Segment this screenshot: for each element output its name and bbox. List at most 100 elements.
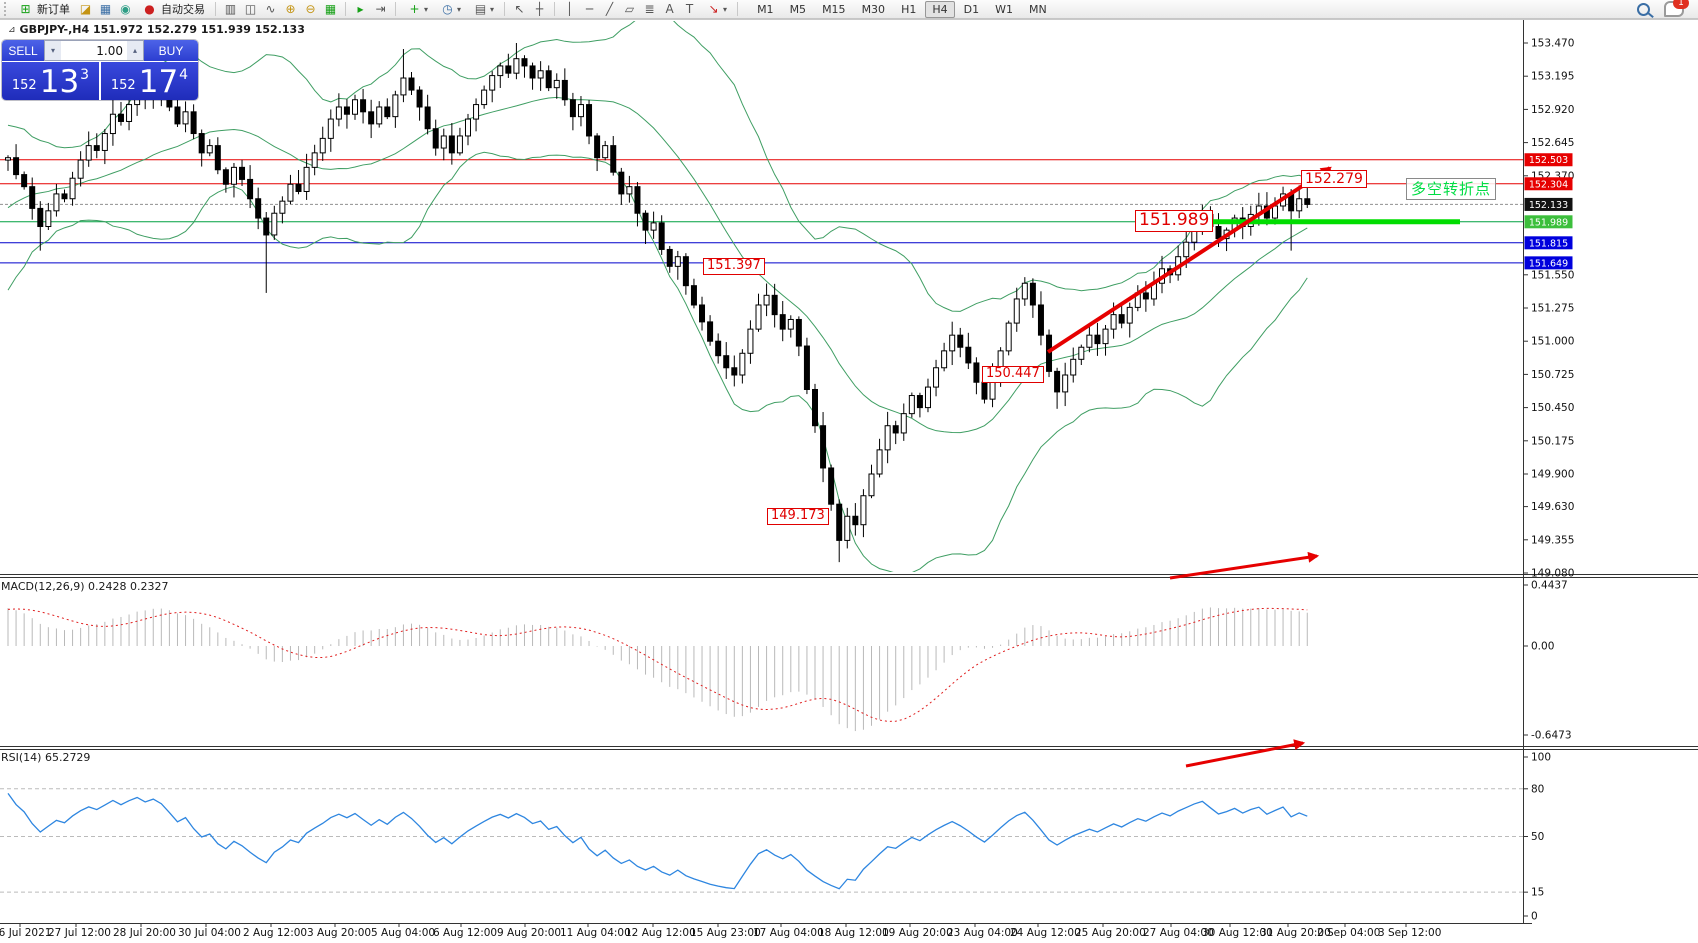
svg-text:30 Jul 04:00: 30 Jul 04:00 [178,927,241,939]
arrows-tool-button[interactable]: ↘ ▾ [701,1,731,17]
separator [395,2,396,16]
chart-shift-icon[interactable]: ⇥ [375,1,386,16]
timeframe-button-w1[interactable]: W1 [995,2,1013,16]
svg-text:100: 100 [1531,752,1551,764]
zoom-out-icon[interactable]: ⊖ [305,1,316,16]
buy-price-display[interactable]: 152 17 4 [101,62,198,100]
new-order-label: 新订单 [37,3,70,16]
macd-pane-label: MACD(12,26,9) 0.2428 0.2327 [1,580,169,593]
price-annotation-151989[interactable]: 151.989 [1135,210,1214,232]
bar-chart-icon[interactable]: ▥ [224,1,237,16]
timeframe-button-mn[interactable]: MN [1028,2,1047,16]
volume-input[interactable] [61,41,127,60]
timeframe-button-h1[interactable]: H1 [901,2,917,16]
separator [737,2,739,16]
crosshair-icon[interactable]: ┼ [535,1,544,16]
buy-button[interactable]: BUY [144,40,198,61]
timeframe-button-m1[interactable]: M1 [757,2,774,16]
svg-text:151.000: 151.000 [1531,336,1574,348]
rsi-pane-label: RSI(14) 65.2729 [1,751,91,764]
sell-price-main: 13 [39,64,80,100]
price-annotation-149173[interactable]: 149.173 [767,508,829,525]
templates-button[interactable]: ▤ ▾ [468,1,498,17]
toolbar: ⊞ 新订单 ◪ ▦ ◉ ● 自动交易 ▥ ◫ ∿ ⊕ ⊖ ▦ ▸ ⇥ + ▾ ◷… [0,0,1698,19]
horizontal-line-tool-icon[interactable]: ─ [585,1,594,16]
sell-price-prefix: 152 [11,78,37,93]
symbol-icon: ⊿ [8,24,16,35]
volume-increase-button[interactable]: ▴ [127,41,143,60]
timeframe-button-m5[interactable]: M5 [789,2,807,16]
channel-tool-icon[interactable]: ▱ [624,1,635,16]
timeframe-button-h4[interactable]: H4 [925,0,955,18]
dropdown-arrow-icon: ▾ [424,4,429,14]
candlestick-chart-icon[interactable]: ◫ [244,1,257,16]
svg-text:152.304: 152.304 [1529,179,1568,190]
turning-point-annotation[interactable]: 多空转折点 [1406,178,1497,200]
svg-text:149.355: 149.355 [1531,534,1574,546]
svg-text:9 Aug 20:00: 9 Aug 20:00 [497,927,561,939]
tile-windows-icon[interactable]: ▦ [324,1,337,16]
svg-text:6 Aug 12:00: 6 Aug 12:00 [433,927,497,939]
price-annotation-150447[interactable]: 150.447 [982,366,1044,383]
new-chart-icon[interactable]: ▦ [99,1,112,16]
eraser-icon[interactable]: ◪ [79,1,92,16]
timeframe-button-m30[interactable]: M30 [861,2,886,16]
signals-icon[interactable]: ◉ [120,1,131,16]
svg-text:11 Aug 04:00: 11 Aug 04:00 [560,927,631,939]
svg-text:25 Aug 20:00: 25 Aug 20:00 [1075,927,1146,939]
cursor-icon[interactable]: ↖ [514,1,525,16]
search-icon[interactable] [1637,2,1650,16]
volume-stepper: ▾ ▴ [44,40,144,61]
vertical-line-tool-icon[interactable]: │ [565,1,574,16]
svg-text:19 Aug 20:00: 19 Aug 20:00 [882,927,953,939]
svg-text:3 Sep 12:00: 3 Sep 12:00 [1378,927,1441,939]
trend-arrow [1046,166,1332,354]
chat-icon[interactable]: 1 [1664,0,1689,17]
new-order-button[interactable]: ⊞ 新订单 [13,1,74,17]
trendline-tool-icon[interactable]: ╱ [605,1,614,16]
timeframe-button-d1[interactable]: D1 [963,2,980,16]
timeframe-button-m15[interactable]: M15 [822,2,846,16]
line-chart-icon[interactable]: ∿ [265,1,276,16]
indicators-button[interactable]: + ▾ [402,1,432,17]
volume-decrease-button[interactable]: ▾ [45,41,61,60]
sell-price-display[interactable]: 152 13 3 [2,62,99,100]
svg-text:15 Aug 23:00: 15 Aug 23:00 [690,927,761,939]
candlesticks [5,43,1311,563]
fibonacci-tool-icon[interactable]: ≣ [644,1,655,16]
bollinger-bands [7,21,1308,572]
auto-trading-button[interactable]: ● 自动交易 [137,1,209,17]
text-tool-icon[interactable]: A [665,1,674,16]
price-annotation-151397[interactable]: 151.397 [703,258,765,275]
svg-text:5 Aug 04:00: 5 Aug 04:00 [371,927,435,939]
price-axis: 153.470153.195152.920152.645152.370151.5… [1523,38,1574,923]
symbol-title: ⊿ GBPJPY-,H4 151.972 152.279 151.939 152… [8,23,305,36]
price-annotation-152279[interactable]: 152.279 [1301,170,1367,189]
separator [554,2,556,16]
trade-panel-price-row: 152 13 3 152 17 4 [2,62,198,100]
auto-trading-label: 自动交易 [161,3,205,16]
indicators-icon: + [409,1,420,16]
toolbar-grip[interactable] [4,2,10,16]
sell-button[interactable]: SELL [2,40,44,61]
periods-button[interactable]: ◷ ▾ [435,1,465,17]
svg-text:153.470: 153.470 [1531,38,1574,50]
svg-text:2 Sep 04:00: 2 Sep 04:00 [1317,927,1380,939]
separator [504,2,506,16]
svg-text:3 Aug 20:00: 3 Aug 20:00 [307,927,371,939]
svg-text:28 Jul 20:00: 28 Jul 20:00 [113,927,176,939]
text-label-tool-icon[interactable]: T [685,1,694,16]
svg-text:149.080: 149.080 [1531,568,1574,580]
svg-text:17 Aug 04:00: 17 Aug 04:00 [753,927,824,939]
separator [345,2,346,16]
zoom-in-icon[interactable]: ⊕ [285,1,296,16]
svg-text:27 Jul 12:00: 27 Jul 12:00 [48,927,111,939]
dropdown-arrow-icon: ▾ [490,4,495,14]
auto-scroll-icon[interactable]: ▸ [357,1,364,16]
svg-text:151.550: 151.550 [1531,269,1574,281]
svg-text:150.725: 150.725 [1531,369,1574,381]
trend-arrow [1185,739,1306,768]
symbol-ohlc-text: GBPJPY-,H4 151.972 152.279 151.939 152.1… [19,23,305,36]
